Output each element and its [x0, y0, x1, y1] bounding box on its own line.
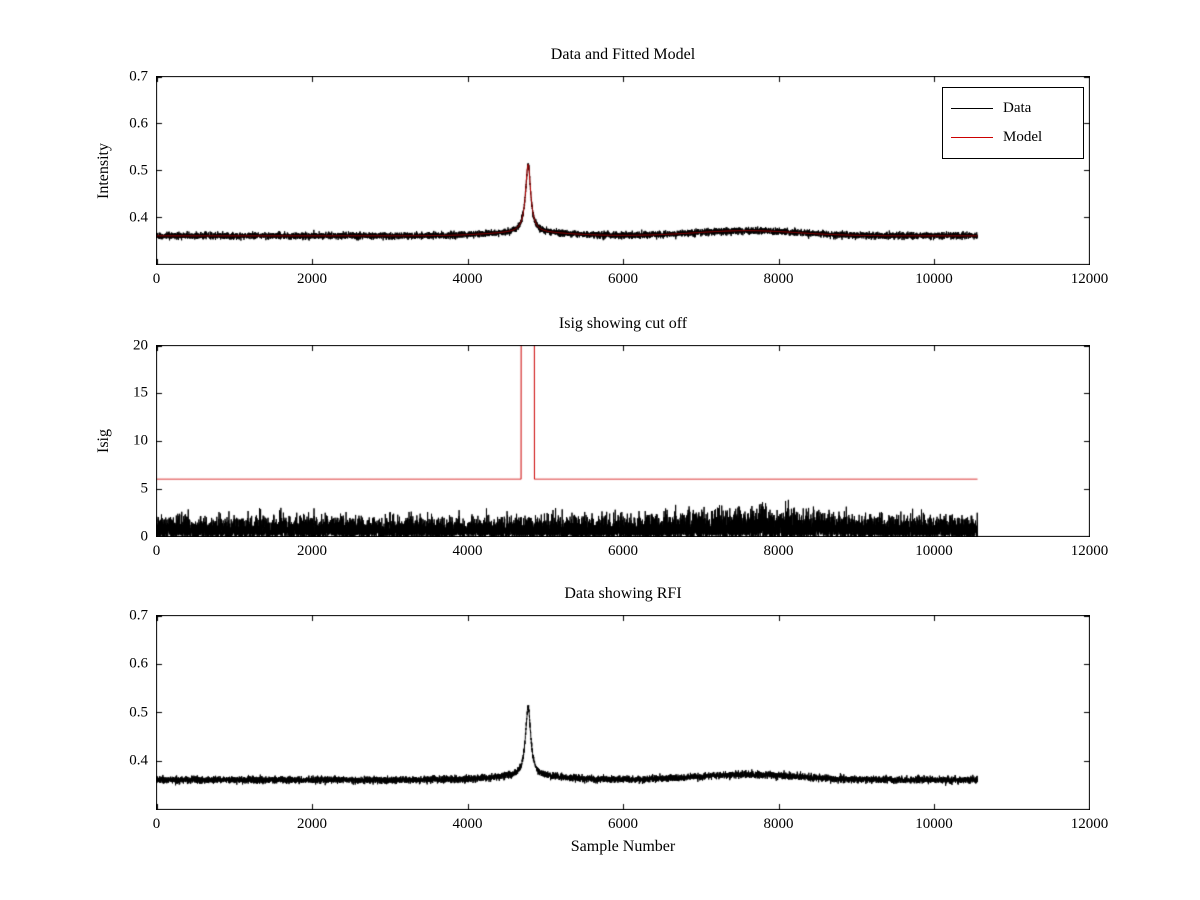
legend: Data Model [942, 87, 1084, 159]
plot-canvas-data-showing-rfi [156, 615, 1090, 810]
x-tick-label: 2000 [297, 543, 327, 559]
x-tick-label: 6000 [608, 271, 638, 287]
x-tick-label: 0 [152, 543, 161, 559]
x-tick-label: 4000 [452, 271, 483, 287]
y-tick-label: 0.5 [129, 704, 148, 720]
x-tick-label: 10000 [915, 543, 953, 559]
y-axis-label: Intensity [95, 142, 112, 199]
x-tick-label: 4000 [452, 543, 483, 559]
legend-label-model: Model [1003, 129, 1043, 145]
plot-title: Isig showing cut off [558, 315, 688, 332]
legend-line-swatch-model [951, 137, 993, 138]
y-tick-label: 0 [140, 528, 149, 544]
y-tick-label: 0.7 [129, 607, 148, 623]
plot-canvas-data-and-fitted-model [156, 76, 1090, 265]
x-tick-label: 0 [152, 816, 161, 832]
x-tick-label: 10000 [915, 816, 953, 832]
plot-title: Data showing RFI [564, 585, 682, 602]
y-tick-label: 5 [140, 480, 149, 497]
x-tick-label: 8000 [763, 271, 794, 287]
x-tick-label: 2000 [297, 816, 327, 832]
y-tick-label: 0.6 [129, 115, 148, 131]
x-tick-label: 10000 [915, 271, 953, 287]
y-tick-label: 0.4 [129, 752, 148, 769]
legend-entry-model: Model [951, 123, 1075, 152]
y-tick-label: 0.4 [129, 209, 148, 225]
x-tick-label: 6000 [608, 543, 638, 559]
legend-label-data: Data [1003, 100, 1032, 116]
legend-entry-data: Data [951, 94, 1075, 123]
x-tick-label: 4000 [452, 816, 483, 832]
x-tick-label: 12000 [1070, 816, 1109, 832]
y-tick-label: 0.7 [129, 68, 148, 84]
x-tick-label: 12000 [1070, 543, 1109, 559]
y-tick-label: 0.5 [129, 162, 148, 178]
plot-data-and-fitted-model: Data and Fitted Model Intensity Data Mod… [95, 46, 1108, 287]
plot-canvas-isig-showing-cut-off [156, 345, 1090, 537]
x-tick-label: 2000 [297, 271, 327, 287]
y-tick-label: 15 [133, 384, 148, 401]
plot-data-showing-rfi: Data showing RFI Sample Number 0 2000 4000… [129, 585, 1108, 855]
y-tick-label: 0.6 [129, 655, 148, 672]
y-tick-label: 10 [133, 432, 148, 449]
plot-title: Data and Fitted Model [550, 46, 696, 63]
y-axis-label: Isig [95, 429, 112, 453]
x-axis-label: Sample Number [570, 838, 676, 855]
x-tick-label: 6000 [608, 816, 638, 832]
x-tick-label: 12000 [1070, 271, 1109, 287]
x-tick-label: 8000 [763, 816, 794, 832]
y-tick-label: 20 [133, 337, 148, 353]
plot-isig-showing-cut-off: Isig showing cut off Isig 0 2000 4000 6000 8… [95, 315, 1108, 559]
x-tick-label: 8000 [763, 543, 794, 559]
x-tick-label: 0 [152, 271, 161, 287]
legend-line-swatch-data [951, 108, 993, 109]
